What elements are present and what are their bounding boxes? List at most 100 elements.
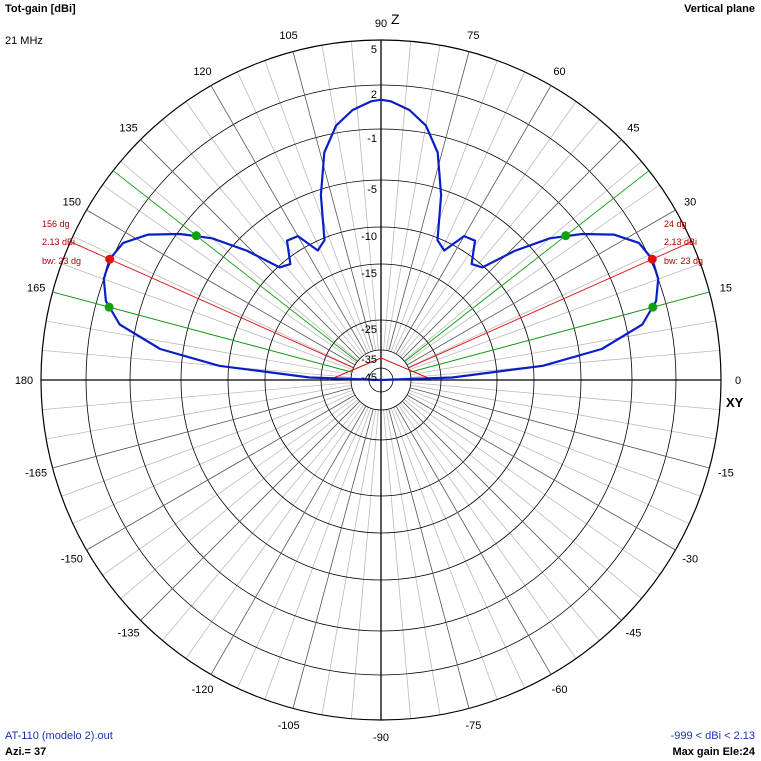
minor-radial-line	[408, 392, 690, 525]
angle-label: 105	[279, 30, 297, 42]
minor-radial-line	[42, 382, 352, 411]
minor-radial-line	[236, 71, 369, 353]
ring-labels: 5 2 -1 -5 -10 -15 -25 -35 -45	[361, 44, 377, 384]
major-radial-line	[140, 139, 361, 360]
minor-radial-line	[72, 235, 354, 368]
minor-radial-line	[350, 41, 379, 351]
plane-label: Vertical plane	[684, 3, 755, 15]
beam-line	[112, 170, 358, 362]
beam-marker	[648, 302, 658, 312]
beam-marker	[104, 302, 114, 312]
major-radial-line	[395, 85, 552, 355]
angle-label: 15	[720, 283, 732, 295]
minor-radial-line	[405, 184, 660, 364]
major-radial-line	[406, 209, 676, 366]
angle-label: -135	[118, 627, 140, 639]
beam-annotation-text: 2.13 dBi	[42, 237, 75, 247]
minor-radial-line	[321, 45, 377, 351]
angle-label: 60	[553, 66, 565, 78]
major-radial-line	[388, 408, 470, 709]
angle-label: 45	[627, 123, 639, 135]
beam-apex-line	[380, 357, 434, 381]
ring-label: -45	[361, 372, 377, 384]
beam-annotations: 24 dg 2.13 dBi bw: 23 dg 156 dg 2.13 dBi bw: …	[42, 219, 703, 266]
ring-label: -35	[361, 354, 377, 366]
beam-annotation-text: bw: 23 dg	[664, 256, 703, 266]
major-radial-line	[140, 400, 361, 621]
major-radial-line	[395, 405, 552, 675]
minor-radial-line	[410, 384, 716, 440]
ring-label: -1	[367, 133, 377, 145]
minor-radial-line	[264, 408, 372, 700]
gain-range-label: -999 < dBi < 2.13	[670, 730, 755, 742]
beam-apex-line	[328, 357, 382, 381]
beam-marker	[647, 254, 657, 264]
major-radial-line	[292, 51, 374, 352]
minor-radial-line	[397, 404, 577, 659]
minor-radial-line	[397, 101, 577, 356]
angle-label: 120	[193, 66, 211, 78]
beam-line	[404, 170, 650, 362]
beam-marker	[105, 254, 115, 264]
minor-radial-line	[399, 402, 600, 641]
major-radial-line	[210, 405, 367, 675]
minor-radial-line	[383, 41, 412, 351]
minor-radial-line	[120, 398, 359, 599]
minor-radial-line	[403, 398, 642, 599]
frequency-label: 21 MHz	[5, 35, 43, 47]
angle-label: 90	[375, 18, 387, 30]
major-radial-line	[52, 387, 353, 469]
minor-radial-line	[42, 349, 352, 378]
ring-label: -10	[361, 231, 377, 243]
ring-label: -25	[361, 324, 377, 336]
minor-radial-line	[410, 382, 720, 411]
beam-line	[409, 291, 710, 373]
minor-radial-line	[410, 349, 720, 378]
ring-label: 5	[371, 44, 377, 56]
minor-radial-line	[185, 404, 365, 659]
minor-radial-line	[383, 409, 412, 719]
major-radial-line	[401, 400, 622, 621]
angle-label: -30	[682, 554, 698, 566]
angle-label: -15	[718, 467, 734, 479]
minor-radial-line	[410, 320, 716, 376]
beam-annotation-text: bw: 23 dg	[42, 256, 81, 266]
beam-annotation-text: 2.13 dBi	[664, 237, 697, 247]
minor-radial-line	[264, 60, 372, 352]
pattern-layer	[102, 98, 660, 382]
minor-radial-line	[102, 396, 357, 576]
minor-radial-line	[393, 71, 526, 353]
minor-radial-line	[46, 320, 352, 376]
major-radial-line	[401, 139, 622, 360]
angle-label: 180	[15, 375, 33, 387]
minor-radial-line	[390, 60, 498, 352]
angle-label: -105	[278, 720, 300, 732]
minor-radial-line	[390, 408, 498, 700]
angle-label: -165	[25, 467, 47, 479]
major-radial-line	[292, 408, 374, 709]
angle-labels: 0 15 30 45 60 75 90 105 120 135 150 165 180 -165 -150 -…	[15, 18, 741, 744]
angle-label: -60	[552, 684, 568, 696]
beam-line	[70, 241, 354, 369]
radiation-pattern	[102, 98, 660, 382]
chart-title: Tot-gain [dBi]	[5, 3, 76, 15]
angle-label: -45	[625, 627, 641, 639]
beam-lines	[52, 170, 710, 381]
angle-label: -90	[373, 732, 389, 744]
beam-markers	[104, 231, 658, 312]
minor-radial-line	[408, 235, 690, 368]
major-radial-line	[210, 85, 367, 355]
minor-radial-line	[321, 409, 377, 715]
major-radial-line	[86, 209, 356, 366]
minor-radial-line	[393, 407, 526, 689]
major-radial-line	[388, 51, 470, 352]
major-radial-line	[409, 387, 710, 469]
minor-radial-line	[120, 161, 359, 362]
angle-label: 30	[684, 197, 696, 209]
minor-radial-line	[409, 263, 701, 371]
angle-label: 0	[735, 375, 741, 387]
beam-annotation-text: 156 dg	[42, 219, 70, 229]
angle-label: -75	[465, 720, 481, 732]
angle-label: -120	[191, 684, 213, 696]
